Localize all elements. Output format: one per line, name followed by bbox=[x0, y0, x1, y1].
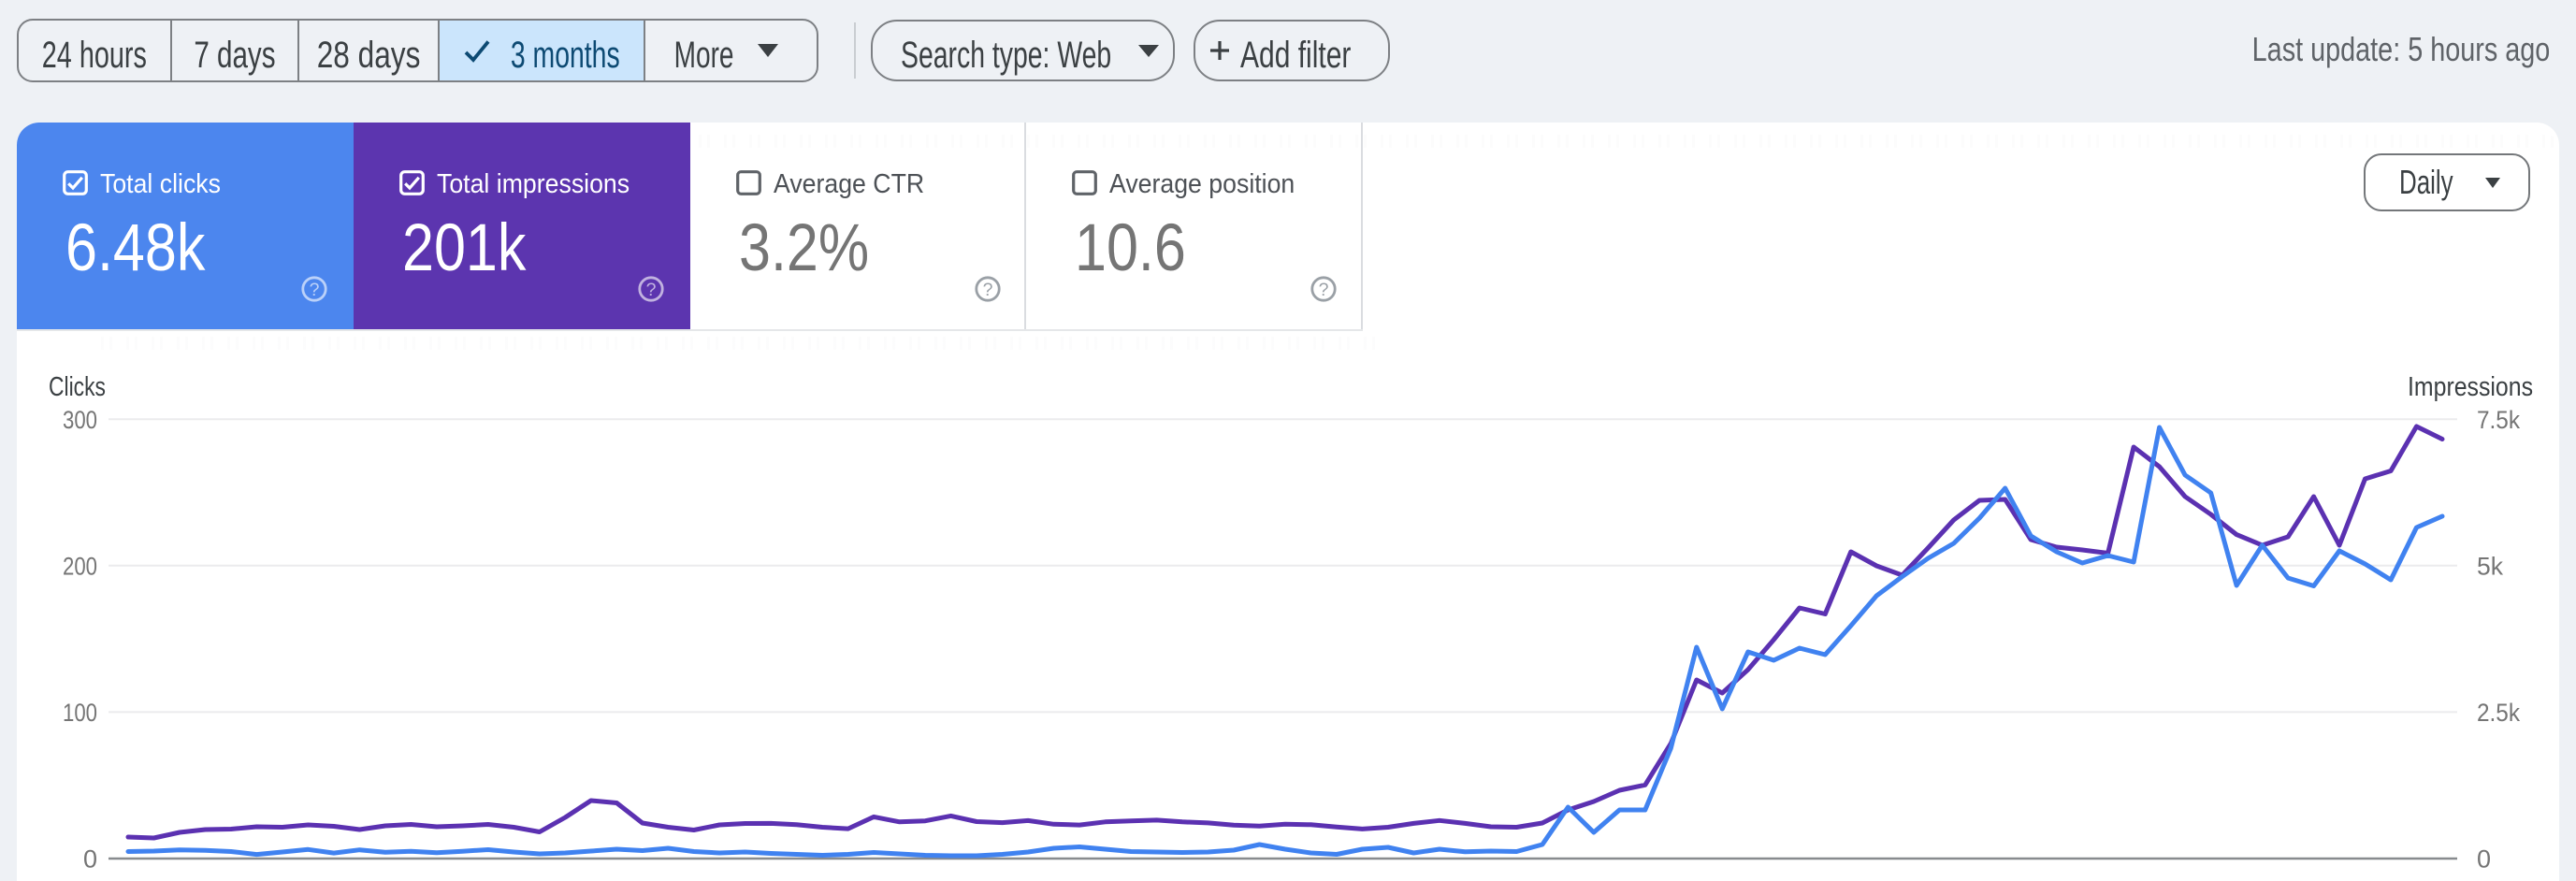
svg-text:?: ? bbox=[982, 280, 992, 300]
svg-text:5k: 5k bbox=[2477, 552, 2503, 580]
svg-text:0: 0 bbox=[2477, 845, 2491, 874]
svg-text:Impressions: Impressions bbox=[2408, 372, 2533, 402]
svg-text:300: 300 bbox=[63, 406, 97, 434]
svg-text:0: 0 bbox=[83, 845, 97, 874]
svg-text:200: 200 bbox=[63, 552, 97, 580]
svg-text:Clicks: Clicks bbox=[49, 372, 106, 402]
svg-text:2.5k: 2.5k bbox=[2477, 699, 2520, 727]
svg-text:?: ? bbox=[645, 280, 656, 300]
svg-text:100: 100 bbox=[63, 699, 97, 727]
svg-text:?: ? bbox=[1319, 280, 1329, 300]
svg-text:7.5k: 7.5k bbox=[2477, 406, 2520, 434]
svg-text:?: ? bbox=[310, 280, 320, 300]
